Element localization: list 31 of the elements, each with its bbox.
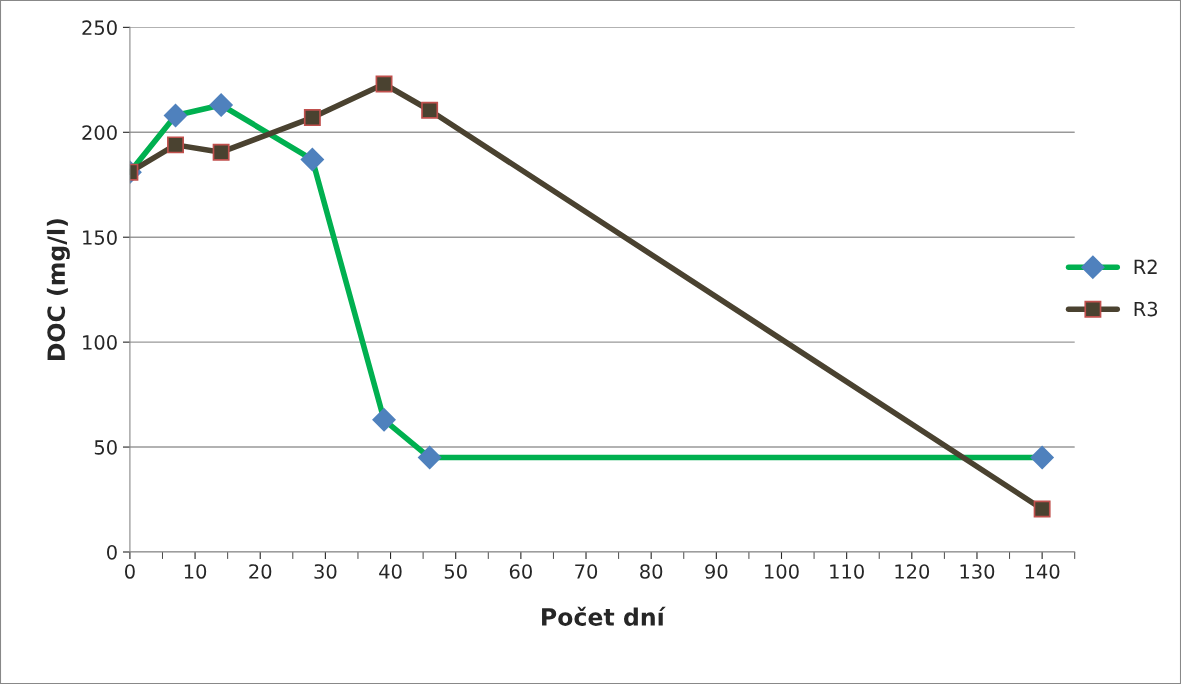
x-tick-label: 50 [444, 564, 467, 579]
legend-label: R2 [1134, 259, 1157, 274]
x-tick-label: 80 [640, 564, 663, 579]
y-tick-label: 0 [107, 544, 117, 560]
point [167, 136, 184, 154]
point [303, 109, 321, 127]
legend-label: R3 [1134, 301, 1158, 317]
x-tick-label: 40 [379, 564, 402, 579]
x-tick-label: 60 [509, 564, 532, 579]
point [1033, 500, 1051, 518]
x-tick-label: 120 [895, 564, 930, 579]
x-tick-label: 140 [1025, 564, 1060, 579]
x-axis-title: Počet dní [542, 606, 666, 626]
x-tick-label: 130 [960, 564, 995, 579]
y-tick-label: 250 [82, 20, 117, 36]
point [375, 75, 393, 93]
x-tick-label: 10 [184, 564, 207, 579]
x-tick-label: 30 [314, 564, 337, 579]
x-tick-label: 20 [249, 564, 272, 579]
x-tick-label: 0 [125, 564, 135, 579]
x-tick-label: 70 [575, 564, 598, 579]
y-axis-title: DOC (mg/l) [46, 219, 70, 361]
point [212, 143, 230, 161]
point [421, 101, 439, 119]
y-tick-label: 200 [82, 125, 117, 140]
x-tick-label: 110 [830, 564, 864, 579]
y-tick-label: 100 [83, 335, 117, 350]
y-tick-label: 150 [83, 230, 117, 245]
x-tick-label: 90 [705, 564, 728, 579]
y-tick-label: 50 [94, 440, 117, 455]
x-tick-label: 100 [765, 564, 799, 579]
